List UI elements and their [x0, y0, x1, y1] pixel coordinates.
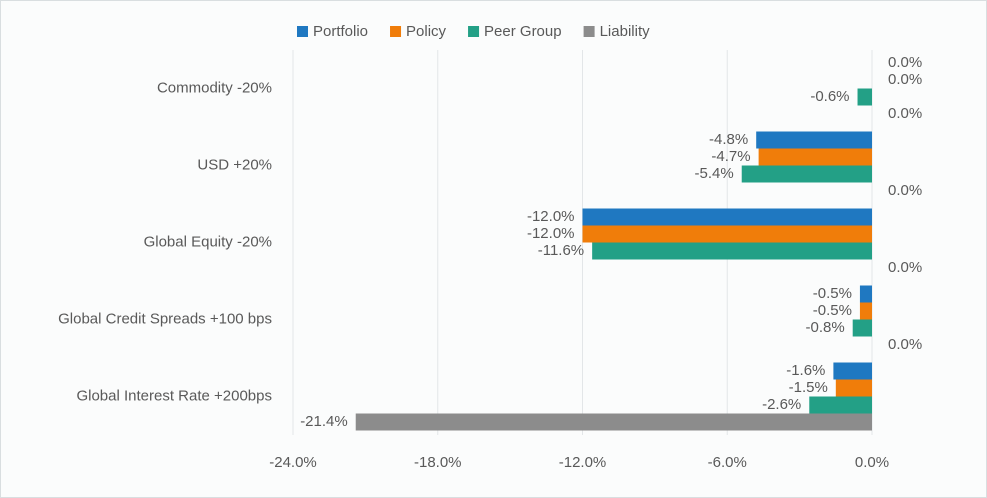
value-label: -2.6%: [762, 396, 801, 413]
value-label: 0.0%: [888, 182, 922, 199]
y-tick-label: Global Interest Rate +200bps: [76, 387, 272, 404]
bar: [582, 208, 872, 226]
bar: [582, 225, 872, 243]
value-label: -1.5%: [789, 379, 828, 396]
value-label: -4.8%: [709, 131, 748, 148]
legend-label: Peer Group: [484, 23, 562, 40]
value-label: 0.0%: [888, 71, 922, 88]
bar: [758, 148, 872, 166]
bar: [741, 165, 872, 183]
value-label: -21.4%: [300, 413, 348, 430]
x-tick-label: -12.0%: [559, 454, 607, 471]
legend-label: Policy: [406, 23, 447, 40]
value-label: -12.0%: [527, 208, 575, 225]
value-label: -5.4%: [695, 165, 734, 182]
legend-label: Portfolio: [313, 23, 368, 40]
bar: [835, 379, 872, 397]
legend-swatch: [583, 26, 595, 37]
value-label: -0.8%: [806, 319, 845, 336]
value-label: -12.0%: [527, 225, 575, 242]
bar: [859, 285, 872, 303]
legend-swatch: [297, 26, 308, 37]
bar: [859, 302, 872, 320]
value-label: -0.5%: [813, 285, 852, 302]
bar: [809, 396, 872, 414]
y-tick-label: Commodity -20%: [157, 79, 272, 96]
legend-swatch: [390, 26, 402, 37]
bar: [756, 131, 872, 149]
value-label: -0.5%: [813, 302, 852, 319]
x-tick-label: -24.0%: [269, 454, 317, 471]
y-tick-label: USD +20%: [197, 156, 272, 173]
y-tick-label: Global Credit Spreads +100 bps: [58, 310, 272, 327]
bar: [355, 413, 873, 431]
value-label: -4.7%: [711, 148, 750, 165]
value-label: -0.6%: [810, 88, 849, 105]
bar: [592, 242, 872, 260]
value-label: 0.0%: [888, 54, 922, 71]
bar: [857, 88, 872, 106]
bar: [852, 319, 872, 337]
x-tick-label: -6.0%: [708, 454, 747, 471]
y-tick-label: Global Equity -20%: [144, 233, 272, 250]
x-tick-label: -18.0%: [414, 454, 462, 471]
value-label: -1.6%: [786, 362, 825, 379]
x-tick-label: 0.0%: [855, 454, 889, 471]
value-label: 0.0%: [888, 259, 922, 276]
legend-swatch: [468, 26, 480, 37]
bar: [833, 362, 872, 380]
value-label: -11.6%: [538, 242, 584, 259]
legend-label: Liability: [600, 23, 651, 40]
value-label: 0.0%: [888, 336, 922, 353]
value-label: 0.0%: [888, 105, 922, 122]
